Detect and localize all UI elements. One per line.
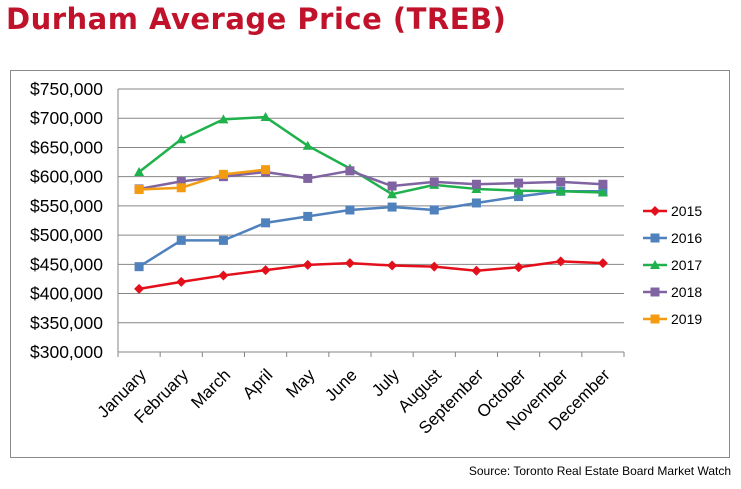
data-point-2016 bbox=[218, 235, 228, 245]
data-point-2019 bbox=[176, 183, 186, 193]
legend-marker-2017 bbox=[650, 260, 660, 269]
data-point-2018 bbox=[598, 179, 608, 189]
x-tick-label: May bbox=[282, 365, 318, 401]
data-point-2017 bbox=[302, 140, 313, 150]
legend-marker-2016 bbox=[650, 233, 660, 243]
data-point-2016 bbox=[514, 192, 524, 202]
chart-title: Durham Average Price (TREB) bbox=[6, 2, 507, 36]
data-point-2015 bbox=[597, 258, 608, 269]
data-point-2017 bbox=[134, 166, 145, 176]
data-point-2019 bbox=[261, 165, 271, 175]
data-point-2018 bbox=[345, 166, 355, 176]
data-point-2015 bbox=[344, 258, 355, 269]
data-point-2015 bbox=[471, 265, 482, 276]
legend-label-2018: 2018 bbox=[671, 284, 702, 300]
legend-marker-2015 bbox=[650, 206, 660, 216]
data-point-2015 bbox=[260, 265, 271, 276]
data-point-2017 bbox=[387, 189, 398, 199]
y-tick-label: $400,000 bbox=[30, 284, 103, 304]
y-tick-label: $500,000 bbox=[30, 225, 103, 245]
source-note: Source: Toronto Real Estate Board Market… bbox=[468, 464, 731, 478]
legend-label-2016: 2016 bbox=[671, 230, 702, 246]
y-tick-label: $300,000 bbox=[30, 342, 103, 362]
series-line-2015 bbox=[138, 260, 603, 291]
data-point-2016 bbox=[134, 262, 144, 272]
series-line-2016 bbox=[138, 190, 603, 268]
x-tick-label: June bbox=[321, 365, 361, 405]
data-point-2015 bbox=[387, 260, 398, 271]
data-point-2017 bbox=[555, 186, 566, 196]
data-point-2018 bbox=[471, 179, 481, 189]
series-line-2019 bbox=[139, 168, 266, 191]
data-point-2015 bbox=[302, 259, 313, 270]
data-point-2015 bbox=[429, 261, 440, 272]
data-point-2017 bbox=[176, 134, 187, 144]
data-point-2016 bbox=[429, 205, 439, 215]
x-tick-label: April bbox=[239, 365, 276, 402]
data-point-2018 bbox=[176, 176, 186, 186]
y-tick-label: $750,000 bbox=[30, 79, 103, 99]
data-point-2015 bbox=[218, 270, 229, 281]
data-point-2018 bbox=[429, 177, 439, 187]
data-point-2019 bbox=[218, 169, 228, 179]
data-point-2018 bbox=[556, 177, 566, 187]
legend-label-2017: 2017 bbox=[671, 257, 702, 273]
data-point-2018 bbox=[514, 178, 524, 188]
data-point-2015 bbox=[134, 283, 145, 294]
data-point-2016 bbox=[345, 205, 355, 215]
legend-marker-2019 bbox=[650, 314, 660, 324]
data-point-2017 bbox=[513, 185, 524, 195]
data-point-2016 bbox=[303, 211, 313, 221]
series-line-2017 bbox=[138, 115, 603, 196]
data-point-2015 bbox=[555, 256, 566, 267]
y-tick-label: $650,000 bbox=[30, 137, 103, 157]
data-point-2017 bbox=[260, 112, 271, 122]
y-tick-label: $450,000 bbox=[30, 254, 103, 274]
data-point-2019 bbox=[134, 185, 144, 195]
legend-label-2019: 2019 bbox=[671, 311, 702, 327]
data-point-2018 bbox=[303, 173, 313, 183]
chart-area-frame bbox=[10, 70, 730, 458]
y-tick-label: $350,000 bbox=[30, 313, 103, 333]
y-tick-label: $700,000 bbox=[30, 108, 103, 128]
x-tick-label: March bbox=[187, 365, 234, 412]
data-point-2016 bbox=[387, 202, 397, 212]
data-point-2015 bbox=[176, 276, 187, 287]
data-point-2015 bbox=[513, 262, 524, 273]
data-point-2018 bbox=[387, 181, 397, 191]
data-point-2017 bbox=[597, 187, 608, 197]
data-point-2017 bbox=[218, 114, 229, 124]
data-point-2016 bbox=[471, 198, 481, 208]
y-tick-label: $600,000 bbox=[30, 167, 103, 187]
x-tick-label: July bbox=[368, 365, 403, 400]
y-tick-label: $550,000 bbox=[30, 196, 103, 216]
data-point-2016 bbox=[176, 235, 186, 245]
legend-marker-2018 bbox=[650, 287, 660, 297]
legend-label-2015: 2015 bbox=[671, 203, 702, 219]
data-point-2016 bbox=[261, 218, 271, 228]
